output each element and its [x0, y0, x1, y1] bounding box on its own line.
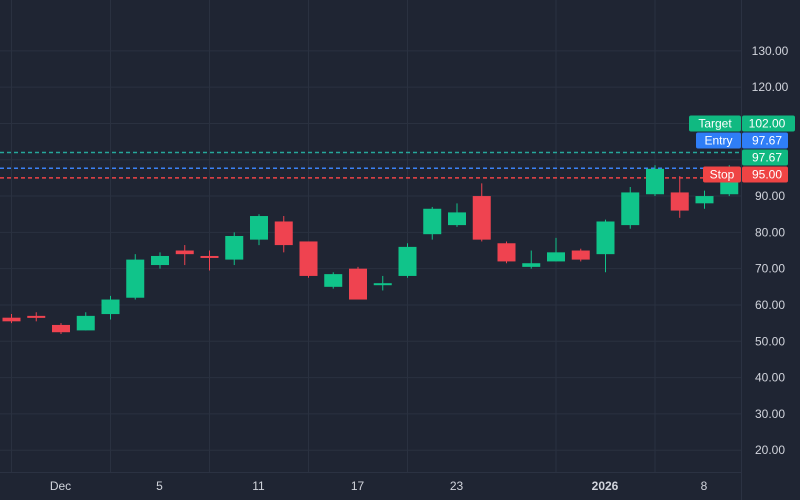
grid — [0, 0, 741, 472]
price-line-value: 97.67 — [752, 134, 782, 148]
candle-body — [398, 246, 417, 276]
candle-body — [250, 216, 268, 240]
y-tick-label: 70.00 — [755, 262, 785, 276]
x-tick-label: 2026 — [592, 479, 619, 493]
price-lines — [0, 151, 741, 179]
candle-body — [349, 268, 367, 300]
y-tick-label: 60.00 — [755, 298, 785, 312]
time-axis[interactable]: Dec 5 11 17 23 2026 8 — [50, 479, 708, 493]
price-line-name: Stop — [710, 168, 735, 182]
y-tick-label: 120.00 — [752, 80, 789, 94]
price-line-name-tag — [696, 132, 741, 149]
price-line-labels: Target 102.00 Entry 97.67 Stop 95.00 97.67 — [689, 115, 795, 183]
x-tick-label: 17 — [351, 479, 365, 493]
candle-body — [52, 324, 70, 333]
price-line-value: 95.00 — [752, 168, 782, 182]
candle-body — [448, 212, 466, 226]
y-tick-label: 90.00 — [755, 189, 785, 203]
candle-body — [324, 274, 343, 287]
candle-body — [299, 241, 318, 276]
candle-body — [126, 259, 145, 298]
candle-body — [2, 317, 21, 322]
price-line-name: Target — [698, 117, 732, 131]
price-line-name-tag — [689, 115, 741, 132]
candle-body — [151, 255, 169, 266]
x-tick-label: Dec — [50, 479, 71, 493]
candle-body — [522, 263, 541, 267]
candle-body — [423, 208, 442, 235]
candle-body — [200, 255, 219, 258]
x-tick-label: 5 — [156, 479, 163, 493]
candle-body — [472, 196, 491, 240]
candle-body — [571, 250, 590, 260]
y-tick-label: 30.00 — [755, 407, 785, 421]
y-tick-label: 50.00 — [755, 334, 785, 348]
candle-body — [373, 283, 392, 286]
price-line-value-tag — [742, 132, 788, 149]
candle-body — [274, 221, 293, 246]
candle-body — [596, 221, 615, 255]
price-line-name-tag — [703, 166, 741, 183]
candle-body — [175, 250, 194, 255]
candle-body — [225, 236, 244, 260]
candle-body — [670, 192, 689, 211]
price-line-name: Entry — [704, 134, 732, 148]
candle-body — [646, 168, 664, 195]
last-price-tag — [742, 149, 788, 166]
candle-body — [27, 315, 46, 318]
candle-body — [101, 299, 120, 315]
candle-body — [695, 196, 714, 204]
y-tick-label: 80.00 — [755, 225, 785, 239]
candle-body — [547, 252, 565, 262]
candle-body — [497, 243, 516, 262]
x-tick-label: 23 — [450, 479, 464, 493]
candles — [2, 165, 739, 335]
y-tick-label: 130.00 — [752, 44, 789, 58]
y-tick-label: 20.00 — [755, 443, 785, 457]
candle-body — [76, 315, 95, 331]
last-price-value: 97.67 — [752, 151, 782, 165]
price-line-value-tag — [742, 166, 788, 183]
price-line-value-tag — [742, 115, 795, 132]
price-line-value: 102.00 — [749, 117, 786, 131]
x-tick-label: 8 — [701, 479, 708, 493]
candle-body — [621, 192, 640, 226]
x-tick-label: 11 — [252, 479, 265, 493]
y-tick-label: 40.00 — [755, 371, 785, 385]
